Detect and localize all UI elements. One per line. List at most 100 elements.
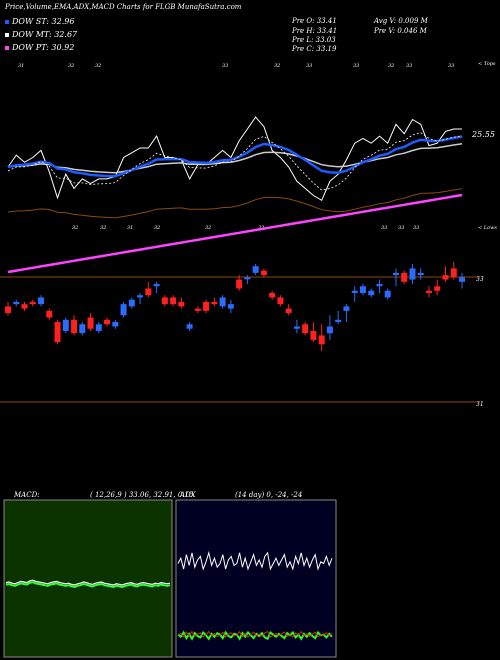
candle-body <box>236 279 243 289</box>
candle-body <box>29 301 36 305</box>
dow-pt-line <box>7 193 463 274</box>
candle-body <box>459 277 465 282</box>
candle-body <box>79 324 86 334</box>
candle-body <box>145 288 152 296</box>
candle-body <box>326 326 333 334</box>
candle-body <box>54 322 61 343</box>
legend-swatch-mt <box>5 33 9 37</box>
candle-body <box>219 297 226 307</box>
candle-body <box>104 319 111 325</box>
candle-body <box>277 297 284 305</box>
candle-body <box>285 308 292 314</box>
close-line <box>7 116 462 202</box>
ohlc-close: Pre C: 33.19 <box>292 45 337 53</box>
top-tick: 32 <box>388 63 395 69</box>
candle-body <box>120 304 127 316</box>
adx-params: (14 day) 0, -24, -24 <box>235 491 303 499</box>
tops-tag: < Tops <box>478 61 496 67</box>
candle-body <box>260 270 267 276</box>
macd-line <box>5 579 171 586</box>
legend-swatch-pt <box>5 46 9 50</box>
candle-body <box>153 284 160 287</box>
adx-line <box>177 550 333 571</box>
macd-signal-line <box>5 581 171 589</box>
ema-value: 25.55 <box>472 130 495 139</box>
price-level-label: 33 <box>476 276 484 283</box>
low-tick: 32 <box>154 225 161 231</box>
di-plus-line <box>177 630 333 641</box>
top-tick: 33 <box>222 63 229 69</box>
candle-body <box>335 319 342 323</box>
ema-long-line <box>7 143 463 174</box>
candle-body <box>211 301 218 305</box>
candle-body <box>401 272 408 282</box>
top-tick: 33 <box>306 63 313 69</box>
candle-body <box>244 277 251 280</box>
candle-body <box>38 297 45 305</box>
candle-body <box>161 297 168 305</box>
low-tick: 33 <box>398 225 405 231</box>
candle-body <box>46 310 53 318</box>
legend-dow-pt: DOW PT: 30.92 <box>12 43 75 52</box>
candle-body <box>376 284 383 287</box>
top-tick: 32 <box>95 63 102 69</box>
candle-body <box>318 335 325 345</box>
candle-body <box>5 306 11 314</box>
low-tick: 32 <box>72 225 79 231</box>
candle-body <box>95 324 102 331</box>
candle-body <box>178 301 185 307</box>
candle-body <box>417 272 424 276</box>
candle-body <box>186 324 193 329</box>
ohlc-high: Pre H: 33.41 <box>292 27 338 35</box>
ohlc-low: Pre L: 33.03 <box>292 36 336 44</box>
low-tick: 33 <box>413 225 420 231</box>
legend-swatch-st <box>5 20 9 24</box>
top-tick: 33 <box>406 63 413 69</box>
lower-level-label: 31 <box>476 401 484 408</box>
low-tick: 32 <box>100 225 107 231</box>
legend-dow-mt: DOW MT: 32.67 <box>12 30 78 39</box>
candle-body <box>392 272 399 276</box>
ema-fast-line <box>7 132 463 191</box>
candle-body <box>170 297 177 305</box>
prev-volume: Pre V: 0.046 M <box>374 27 427 35</box>
candle-body <box>293 326 300 329</box>
ohlc-open: Pre O: 33.41 <box>292 17 337 25</box>
candle-body <box>137 295 144 298</box>
adx-label: ADX <box>180 491 196 499</box>
top-tick: 31 <box>18 63 25 69</box>
candle-body <box>425 290 432 293</box>
avg-volume: Avg V: 0.009 M <box>374 17 428 25</box>
candle-body <box>434 286 441 291</box>
candle-body <box>442 275 449 280</box>
lows-tag: < Lows <box>478 225 497 231</box>
chart-title: Price,Volume,EMA,ADX,MACD Charts for FLG… <box>5 3 242 11</box>
candle-body <box>87 317 94 329</box>
low-tick: 32 <box>205 225 212 231</box>
candle-body <box>351 290 358 293</box>
candle-body <box>302 324 309 334</box>
legend-dow-st: DOW ST: 32.96 <box>12 17 75 26</box>
candle-body <box>203 301 210 311</box>
candle-body <box>450 268 457 278</box>
candle-body <box>227 304 234 309</box>
top-tick: 33 <box>353 63 360 69</box>
candle-body <box>384 290 391 298</box>
ema-trend-line <box>7 188 463 219</box>
top-tick: 33 <box>448 63 455 69</box>
candle-body <box>21 304 28 309</box>
candle-body <box>112 322 119 327</box>
candle-body <box>13 301 20 305</box>
candle-body <box>252 266 259 273</box>
adx-panel <box>175 499 337 658</box>
top-tick: 32 <box>68 63 75 69</box>
macd-label: MACD: <box>14 491 40 499</box>
low-tick: 31 <box>127 225 134 231</box>
candle-body <box>269 292 276 298</box>
candle-body <box>310 330 317 340</box>
candle-body <box>194 308 201 311</box>
top-tick: 32 <box>274 63 281 69</box>
candle-body <box>128 299 135 307</box>
candle-body <box>62 319 69 331</box>
